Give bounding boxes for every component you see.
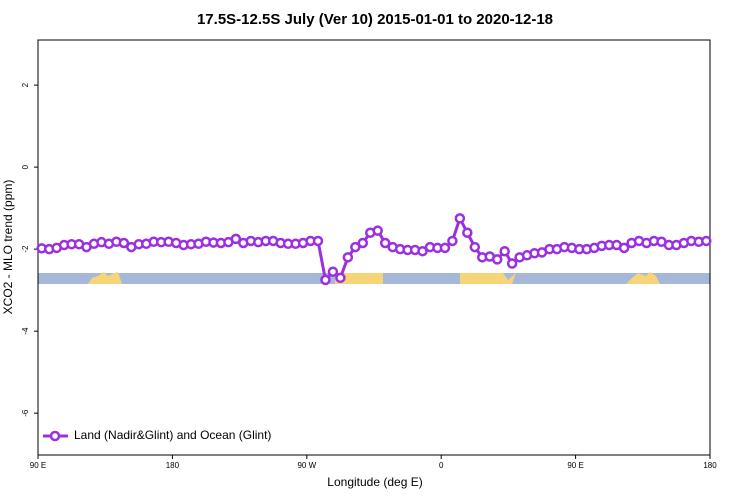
data-point	[327, 266, 339, 277]
legend-label: Land (Nadir&Glint) and Ocean (Glint)	[74, 428, 271, 442]
data-point	[417, 245, 428, 257]
data-point	[506, 258, 518, 269]
data-point	[350, 241, 361, 253]
x-tick-label: 0	[439, 461, 444, 470]
data-point	[618, 242, 630, 254]
y-tick-label: -2	[21, 245, 30, 253]
data-point	[439, 242, 451, 254]
legend-marker	[49, 430, 61, 442]
y-axis-label: XCO2 - MLO trend (ppm)	[1, 180, 15, 315]
x-axis-label: Longitude (deg E)	[327, 475, 422, 489]
data-point	[499, 245, 510, 257]
y-tick-label: 2	[21, 82, 30, 87]
data-point	[454, 213, 466, 224]
data-point	[491, 254, 503, 265]
x-tick-label: 90 E	[30, 461, 46, 470]
data-point	[118, 237, 130, 249]
data-point	[469, 241, 481, 253]
data-point	[462, 227, 473, 238]
land-ocean-strip	[38, 272, 710, 284]
data-point	[357, 237, 369, 249]
data-point	[312, 235, 324, 247]
data-point	[320, 274, 331, 286]
chart-title: 17.5S-12.5S July (Ver 10) 2015-01-01 to …	[197, 11, 553, 28]
data-point	[230, 233, 242, 245]
x-tick-label: 90 E	[567, 461, 583, 470]
y-tick-label: 0	[21, 164, 30, 169]
data-point	[335, 272, 346, 284]
data-point	[447, 235, 458, 247]
x-tick-label: 90 W	[297, 461, 316, 470]
data-point	[379, 237, 391, 249]
data-point	[372, 225, 383, 236]
data-point	[342, 252, 354, 263]
data-point	[701, 235, 712, 247]
y-tick-label: -6	[21, 409, 30, 417]
y-tick-label: -4	[21, 327, 30, 335]
x-tick-label: 180	[166, 461, 180, 470]
x-tick-label: 180	[703, 461, 717, 470]
